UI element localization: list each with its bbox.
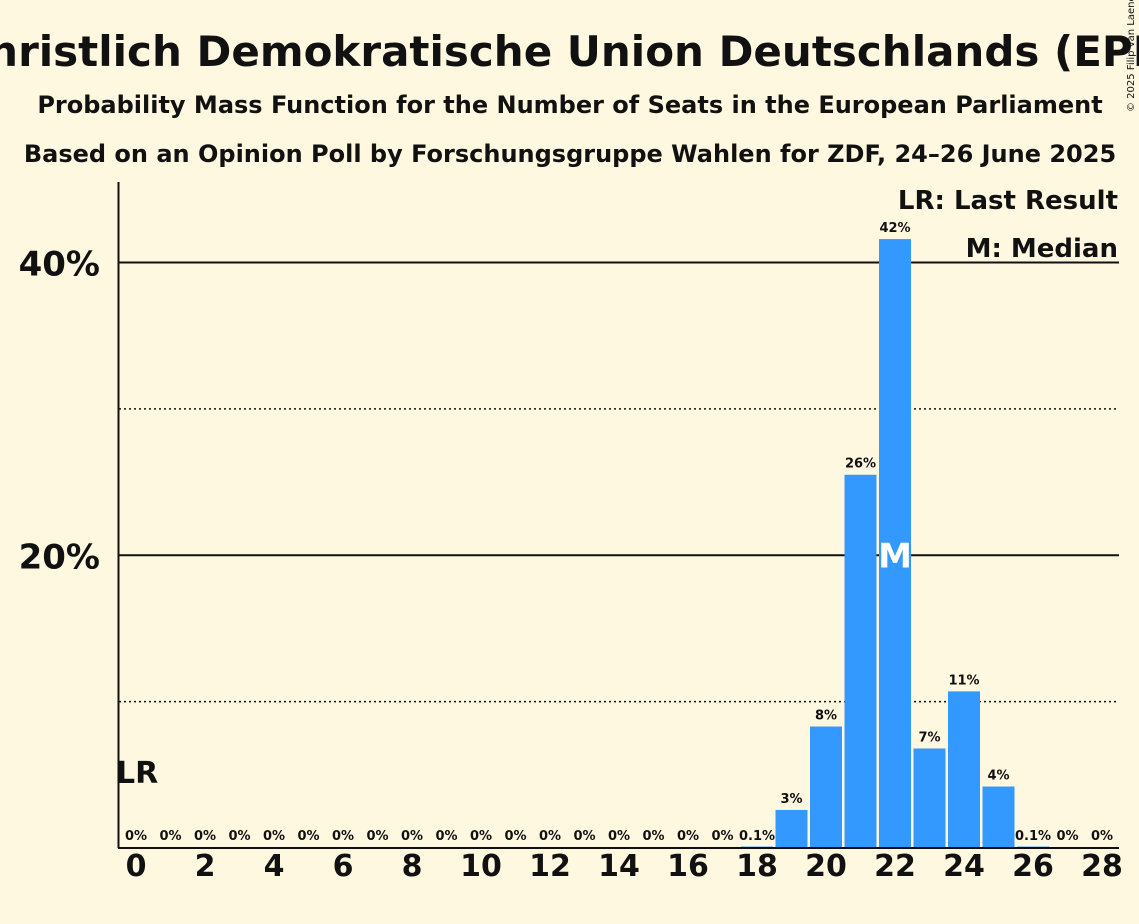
bar-value-label: 0% [711, 829, 733, 844]
legend-last-result: LR: Last Result [898, 186, 1118, 216]
bar-value-label: 0% [608, 829, 630, 844]
x-tick-label: 10 [460, 849, 502, 884]
bar-value-label: 7% [918, 730, 940, 745]
x-axis-ticks: 0 2 4 6 8 10 12 14 16 18 20 22 24 26 28 [126, 849, 1123, 884]
bar-value-label: 26% [845, 457, 876, 472]
bar-value-label: 0% [263, 829, 285, 844]
bar-seat-20 [810, 726, 842, 848]
x-tick-label: 16 [667, 849, 709, 884]
median-marker: M [878, 536, 912, 576]
bar-value-label: 8% [815, 709, 837, 724]
x-tick-label: 20 [805, 849, 847, 884]
gridlines [119, 261, 1119, 703]
x-tick-label: 22 [874, 849, 916, 884]
x-tick-label: 12 [529, 849, 571, 884]
copyright-notice: © 2025 Filip van Laenen [1126, 0, 1137, 112]
bar-seat-19 [775, 809, 808, 848]
bar-value-label: 0% [539, 829, 561, 844]
bar-value-label: 0% [194, 829, 216, 844]
bar-value-label: 0% [159, 829, 181, 844]
x-tick-label: 8 [402, 849, 423, 884]
bar-value-label: 11% [948, 673, 979, 688]
bar-value-label: 0% [366, 829, 388, 844]
bar-value-label: 0% [401, 829, 423, 844]
bar-seat-24 [948, 691, 980, 848]
bar-value-label: 0% [228, 829, 250, 844]
bar-value-label: 0% [504, 829, 526, 844]
chart-title: Christlich Demokratische Union Deutschla… [0, 27, 1139, 76]
bar-value-label: 4% [987, 769, 1009, 784]
bar-seat-21 [844, 474, 877, 848]
y-tick-label: 40% [19, 245, 100, 285]
bar-value-label: 0% [297, 829, 319, 844]
bar-value-label: 0% [332, 829, 354, 844]
y-axis-ticks: 20% 40% [19, 245, 100, 578]
x-tick-label: 24 [943, 849, 985, 884]
bar-value-label: 0% [125, 829, 147, 844]
legend-median: M: Median [966, 234, 1118, 264]
x-tick-label: 14 [598, 849, 640, 884]
bar-value-label: 0% [677, 829, 699, 844]
chart-subtitle-poll: Based on an Opinion Poll by Forschungsgr… [24, 140, 1116, 168]
bar-value-label: 0% [642, 829, 664, 844]
bar-value-label: 3% [780, 792, 802, 807]
bar-value-label: 0% [1056, 829, 1078, 844]
bar-seat-22 [879, 239, 911, 849]
bar-value-label: 0% [573, 829, 595, 844]
bars [741, 239, 1049, 849]
last-result-marker: LR [116, 756, 158, 791]
x-tick-label: 2 [195, 849, 216, 884]
x-tick-label: 18 [736, 849, 778, 884]
x-tick-label: 26 [1012, 849, 1054, 884]
bar-seat-23 [913, 748, 946, 848]
bar-value-label: 0% [435, 829, 457, 844]
bar-value-label: 0.1% [739, 829, 775, 844]
bar-seat-25 [982, 786, 1015, 848]
x-tick-label: 4 [264, 849, 285, 884]
bar-value-label: 0% [470, 829, 492, 844]
bar-value-label: 42% [879, 221, 910, 236]
y-tick-label: 20% [19, 537, 100, 577]
x-tick-label: 6 [333, 849, 354, 884]
bar-value-label: 0% [1091, 829, 1113, 844]
bar-value-label: 0.1% [1015, 829, 1051, 844]
bar-value-labels: 0% 0% 0% 0% 0% 0% 0% 0% 0% 0% 0% 0% 0% 0% 0% 0% 0% 0% 0.1%… [125, 221, 1113, 844]
x-tick-label: 28 [1081, 849, 1123, 884]
x-tick-label: 0 [126, 849, 147, 884]
chart-subtitle: Probability Mass Function for the Number… [37, 91, 1102, 119]
